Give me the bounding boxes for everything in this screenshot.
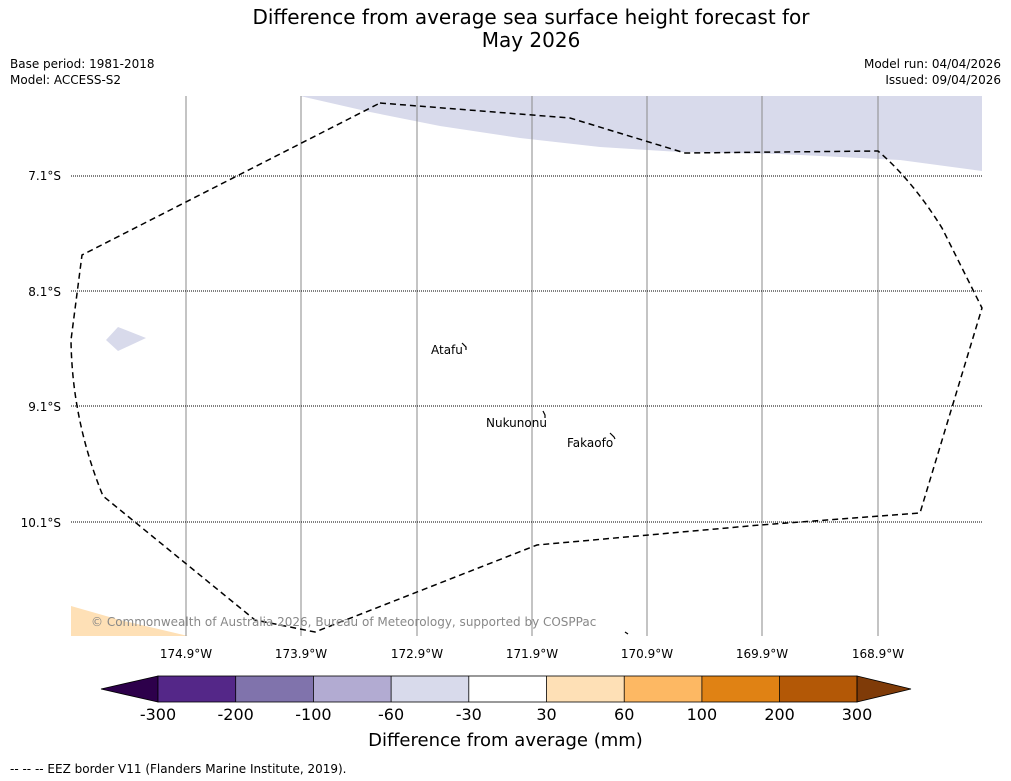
longitude-labels: 174.9°W 173.9°W 172.9°W 171.9°W 170.9°W … <box>160 647 904 661</box>
colorbar-cell <box>546 676 625 702</box>
lon-label: 168.9°W <box>852 647 904 661</box>
meta-left: Base period: 1981-2018 Model: ACCESS-S2 <box>10 56 155 88</box>
colorbar-tick: 200 <box>764 705 795 724</box>
colorbar-cell <box>158 676 236 702</box>
lat-label: 7.1°S <box>28 169 61 183</box>
eez-legend-note: -- -- -- EEZ border V11 (Flanders Marine… <box>10 762 347 776</box>
colorbar-extend-high <box>856 675 912 703</box>
lon-label: 173.9°W <box>275 647 327 661</box>
title-line-1: Difference from average sea surface heig… <box>252 5 810 29</box>
anomaly-region-north <box>300 96 982 171</box>
colorbar <box>100 675 912 703</box>
island-nukunonu <box>542 410 546 418</box>
lat-label: 8.1°S <box>28 285 61 299</box>
colorbar-ticks: -300 -200 -100 -60 -30 30 60 100 200 300 <box>0 705 1011 727</box>
latitude-gridlines <box>71 175 982 523</box>
eez-border <box>70 102 983 633</box>
longitude-gridlines <box>185 96 879 636</box>
meta-right: Model run: 04/04/2026 Issued: 09/04/2026 <box>864 56 1001 88</box>
colorbar-tick: 300 <box>841 705 873 724</box>
colorbar-tick: -100 <box>295 705 332 724</box>
title-line-2: May 2026 <box>481 28 581 52</box>
lat-label: 10.1°S <box>21 516 61 530</box>
colorbar-cell <box>468 676 547 702</box>
place-label-atafu: Atafu <box>431 343 463 357</box>
colorbar-extend-low <box>100 675 159 703</box>
anomaly-region-west <box>106 327 146 351</box>
islet-swains <box>624 631 629 635</box>
colorbar-label: Difference from average (mm) <box>368 730 643 751</box>
model-name: Model: ACCESS-S2 <box>10 73 122 87</box>
colorbar-tick: -300 <box>139 705 177 724</box>
place-label-fakaofo: Fakaofo <box>567 436 613 450</box>
lon-label: 170.9°W <box>621 647 673 661</box>
map-title: Difference from average sea surface heig… <box>0 6 1011 52</box>
colorbar-tick: -30 <box>455 705 482 724</box>
lon-label: 171.9°W <box>506 647 558 661</box>
lon-label: 172.9°W <box>391 647 443 661</box>
place-label-nukunonu: Nukunonu <box>486 416 547 430</box>
lon-label: 174.9°W <box>160 647 212 661</box>
base-period: Base period: 1981-2018 <box>10 57 155 71</box>
colorbar-frame <box>157 675 858 703</box>
island-fakaofo <box>609 432 616 440</box>
colorbar-cell <box>624 676 702 702</box>
island-atafu <box>461 342 467 350</box>
copyright-notice: © Commonwealth of Australia 2026, Bureau… <box>91 615 596 629</box>
lon-label: 169.9°W <box>736 647 788 661</box>
colorbar-cell <box>235 676 314 702</box>
colorbar-dividers <box>235 676 780 702</box>
lat-label: 9.1°S <box>28 400 61 414</box>
latitude-labels: 7.1°S 8.1°S 9.1°S 10.1°S <box>21 169 61 530</box>
colorbar-tick: 100 <box>686 705 718 724</box>
colorbar-tick: -200 <box>217 705 254 724</box>
colorbar-tick: -60 <box>378 705 405 724</box>
issued-date: Issued: 09/04/2026 <box>885 73 1001 87</box>
model-run: Model run: 04/04/2026 <box>863 57 1001 71</box>
colorbar-cell <box>701 676 780 702</box>
colorbar-cell <box>313 676 392 702</box>
anomaly-region-southwest <box>71 606 188 636</box>
colorbar-cell <box>391 676 469 702</box>
colorbar-cell <box>779 676 857 702</box>
colorbar-tick: 60 <box>614 705 635 724</box>
colorbar-tick: 30 <box>536 705 557 724</box>
